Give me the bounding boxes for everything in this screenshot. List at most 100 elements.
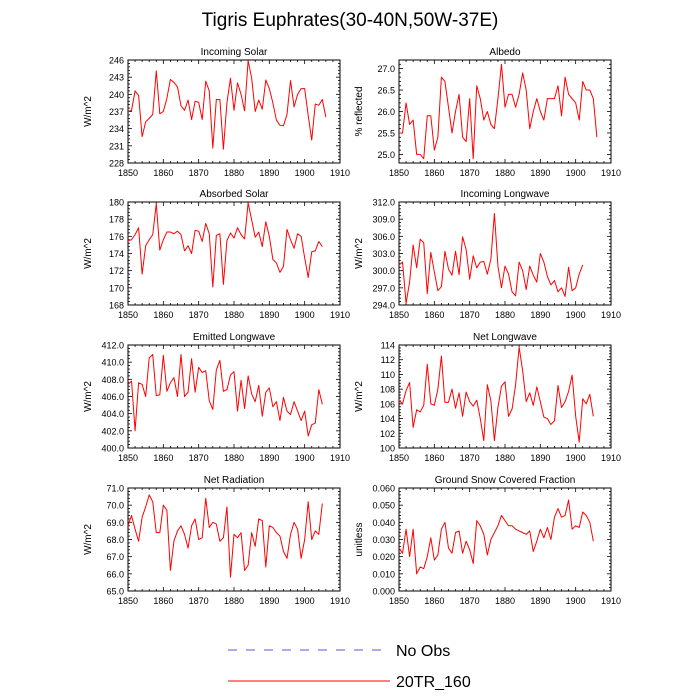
panel-emitted-longwave: Emitted Longwave W/m^2 1850 1860 1870 1880 189… [83,332,350,463]
x-tick-label: 1870 [460,596,480,606]
y-tick-label: 246 [109,56,124,66]
x-tick-label: 1860 [153,168,173,178]
panel-absorbed-solar: Absorbed Solar W/m^2 1850 1860 1870 1880 1890 1… [83,189,350,320]
y-tick-label: 404.0 [101,409,124,419]
y-tick-label: 178 [109,215,124,225]
x-tick-label: 1890 [259,453,279,463]
plot-frame [398,344,612,449]
panel-title: Ground Snow Covered Fraction [435,475,576,486]
x-tick-label: 1890 [530,453,550,463]
y-tick-label: 412.0 [101,341,124,351]
y-tick-label: 168 [109,301,124,311]
x-tick-label: 1870 [189,310,209,320]
x-tick-label: 1890 [259,596,279,606]
y-tick-label: 100 [380,444,395,454]
y-tick-label: 66.0 [106,569,124,579]
y-tick-label: 174 [109,249,124,259]
x-tick-label: 1850 [389,596,409,606]
panel-ground-snow-covered-fraction: Ground Snow Covered Fraction unitless 1850… [354,475,621,606]
x-tick-label: 1860 [424,596,444,606]
panel-title: Albedo [489,47,521,58]
x-tick-label: 1850 [389,168,409,178]
x-tick-label: 1860 [153,453,173,463]
x-tick-label: 1850 [118,310,138,320]
x-tick-label: 1880 [224,453,244,463]
x-tick-label: 1900 [295,168,315,178]
panel-title: Absorbed Solar [200,189,270,200]
series-line-20tr-160 [127,494,323,578]
x-tick-label: 1880 [224,310,244,320]
x-tick-label: 1870 [460,310,480,320]
x-tick-label: 1850 [118,168,138,178]
x-tick-label: 1860 [424,453,444,463]
x-tick-label: 1850 [118,596,138,606]
x-tick-label: 1880 [495,453,515,463]
x-tick-label: 1890 [259,310,279,320]
y-tick-label: 114 [381,341,395,351]
panel-title: Net Radiation [204,475,265,486]
y-tick-label: 406.0 [101,392,124,402]
y-tick-label: 110 [381,370,395,380]
y-tick-label: 408.0 [101,375,124,385]
y-tick-label: 172 [109,266,124,276]
y-tick-label: 112 [381,355,395,365]
y-tick-label: 25.0 [377,150,395,160]
series-line-20tr-160 [399,63,598,160]
x-tick-label: 1900 [566,310,586,320]
x-tick-label: 1910 [330,310,350,320]
x-tick-label: 1860 [424,310,444,320]
figure-title: Tigris Euphrates(30-40N,50W-37E) [202,10,499,31]
y-tick-label: 26.0 [377,107,395,117]
y-axis-label: W/m^2 [83,96,94,127]
y-tick-label: 69.0 [106,518,124,528]
x-tick-label: 1910 [601,453,621,463]
panel-title: Emitted Longwave [193,332,276,343]
y-tick-label: 400.0 [101,444,124,454]
panel-title: Incoming Solar [201,47,268,58]
panel-title: Incoming Longwave [461,189,550,200]
panel-net-longwave: Net Longwave W/m^2 1850 1860 1870 1880 1890 190… [354,332,621,463]
x-tick-label: 1890 [530,310,550,320]
x-tick-label: 1870 [460,453,480,463]
panel-incoming-longwave: Incoming Longwave W/m^2 1850 1860 1870 1880 18… [354,189,621,320]
legend-label-no-obs: No Obs [396,643,450,660]
series-line-20tr-160 [398,499,594,575]
y-tick-label: 303.0 [372,249,395,259]
plot-frame [127,201,341,306]
series-line-20tr-160 [398,346,594,443]
x-tick-label: 1860 [153,596,173,606]
y-tick-label: 306.0 [372,232,395,242]
y-tick-label: 176 [109,232,124,242]
x-tick-label: 1910 [601,596,621,606]
series-line-20tr-160 [398,212,584,304]
x-tick-label: 1880 [495,596,515,606]
chart-panels: Incoming Solar W/m^2 1850 1860 1870 1880 1890 1… [83,47,621,606]
y-tick-label: 0.030 [372,535,395,545]
y-tick-label: 410.0 [101,358,124,368]
x-tick-label: 1880 [495,168,515,178]
y-tick-label: 71.0 [106,484,124,494]
y-tick-label: 0.000 [372,587,395,597]
y-tick-label: 0.060 [372,484,395,494]
y-tick-label: 26.5 [377,86,395,96]
y-tick-label: 180 [109,198,124,208]
x-tick-label: 1880 [224,168,244,178]
y-tick-label: 108 [380,385,395,395]
y-tick-label: 240 [109,90,124,100]
y-tick-label: 237 [109,107,124,117]
y-tick-label: 104 [380,414,395,424]
y-tick-label: 294.0 [372,301,395,311]
x-tick-label: 1870 [460,168,480,178]
x-tick-label: 1910 [601,310,621,320]
x-tick-label: 1870 [189,168,209,178]
y-tick-label: 170 [109,283,124,293]
legend: No Obs 20TR_160 [228,643,471,691]
y-tick-label: 65.0 [106,587,124,597]
y-tick-label: 102 [380,429,395,439]
y-tick-label: 0.010 [372,569,395,579]
y-tick-label: 27.0 [377,64,395,74]
x-tick-label: 1850 [389,453,409,463]
y-tick-label: 309.0 [372,215,395,225]
y-tick-label: 67.0 [106,552,124,562]
